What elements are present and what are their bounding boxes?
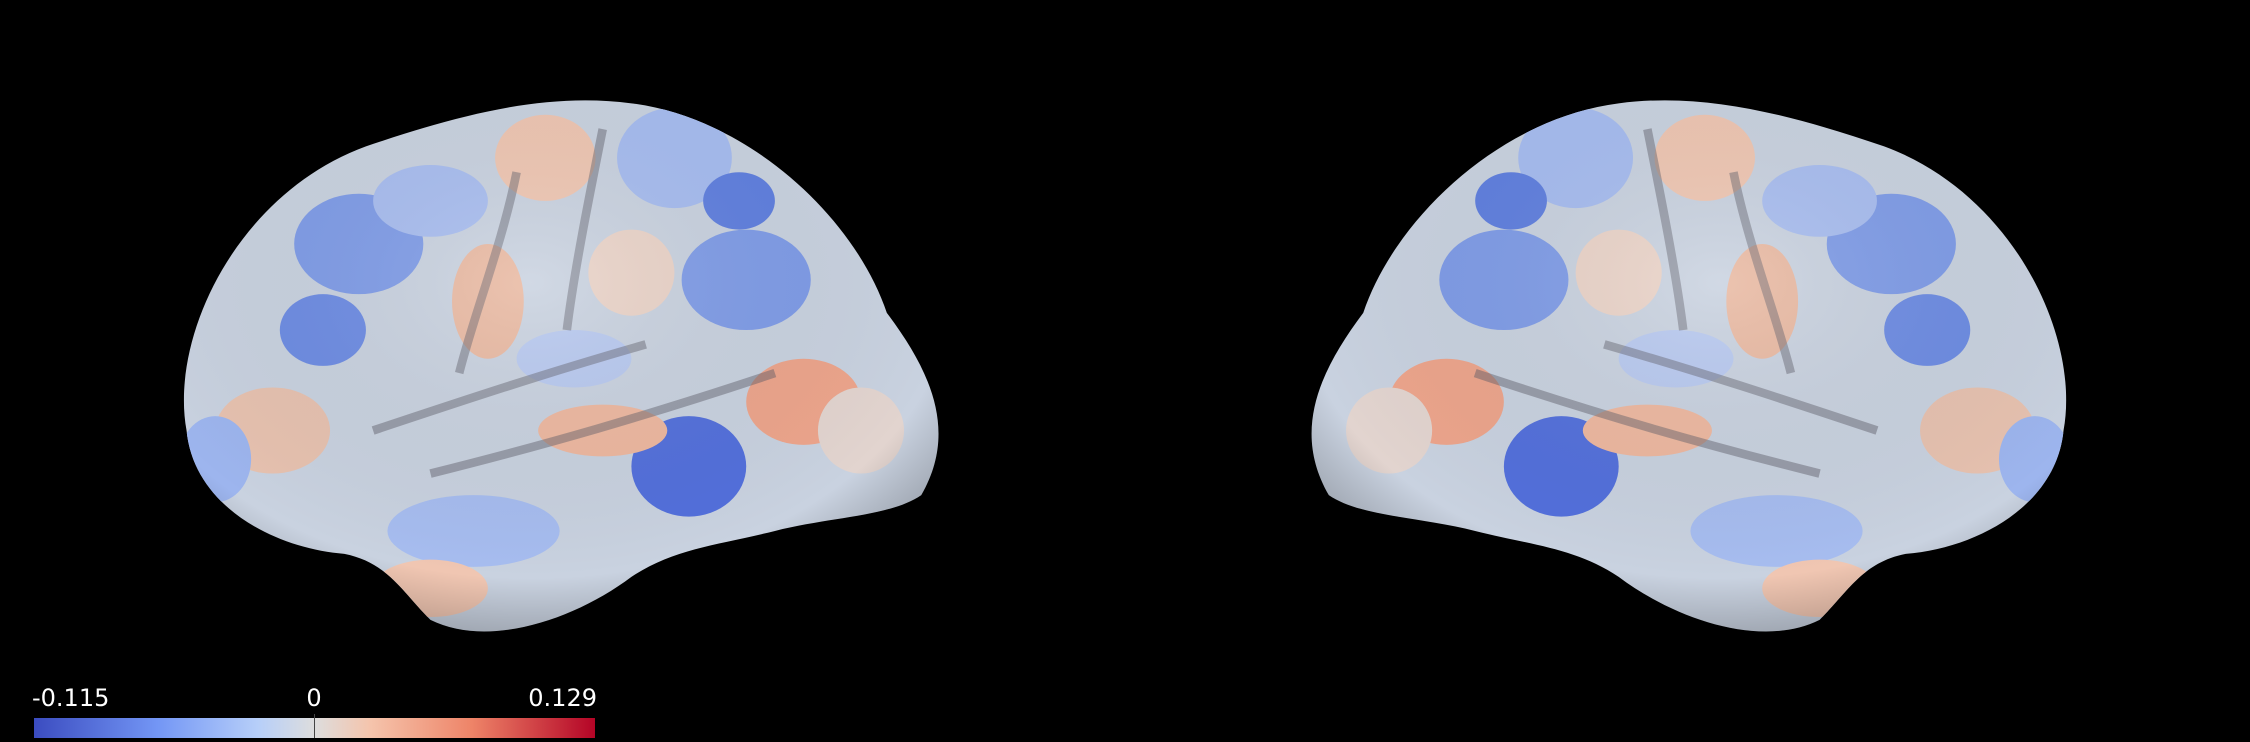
left-hemisphere xyxy=(144,72,1005,675)
colorbar-min-label: -0.115 xyxy=(32,684,110,712)
colorbar-max-label: 0.129 xyxy=(528,684,597,712)
right-hemisphere xyxy=(1246,72,2107,675)
colorbar-center-label: 0 xyxy=(306,684,322,712)
brain-views xyxy=(144,72,2107,675)
colorbar-center-tick xyxy=(314,714,315,738)
